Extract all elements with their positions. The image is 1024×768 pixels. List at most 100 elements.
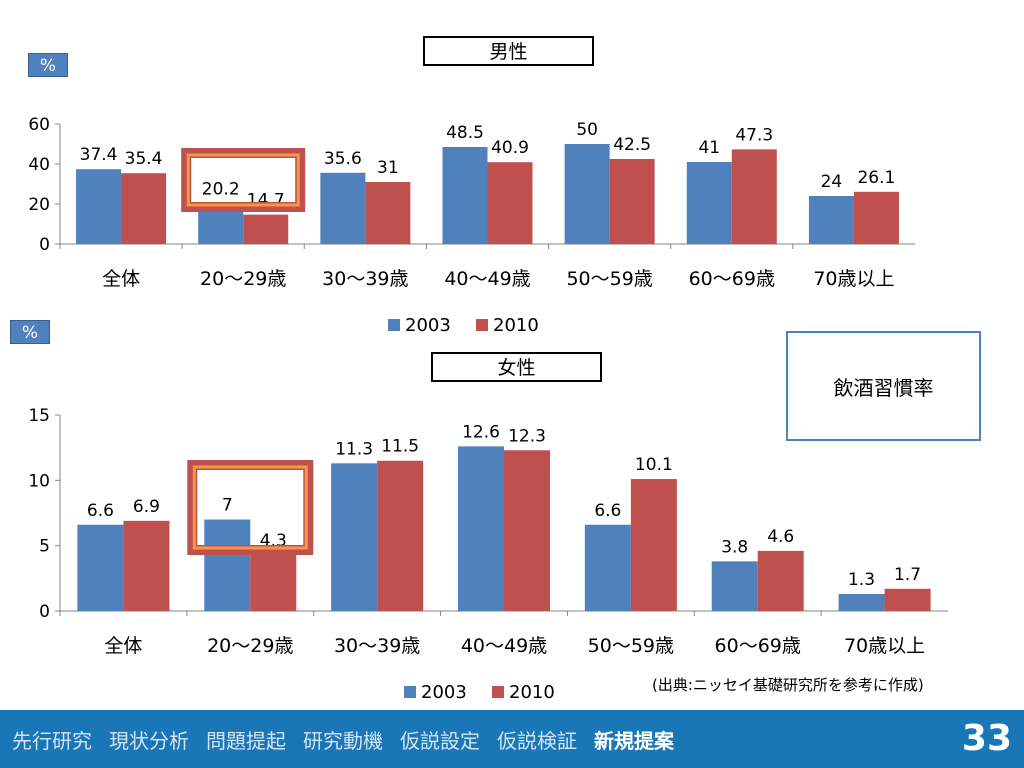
category-label-3: 40～49歳 <box>444 268 530 290</box>
data-label-2003-3: 48.5 <box>446 123 484 143</box>
y-tick-label: 5 <box>39 537 50 557</box>
data-label-2010-2: 31 <box>377 158 399 178</box>
bar-2010-5 <box>731 149 777 244</box>
data-label-2010-6: 1.7 <box>894 565 921 585</box>
bar-2010-2 <box>365 182 411 244</box>
data-label-2010-5: 47.3 <box>735 125 773 145</box>
bar-2010-0 <box>121 173 167 244</box>
category-label-4: 50～59歳 <box>588 635 674 657</box>
data-label-2010-0: 35.4 <box>125 149 163 169</box>
category-label-2: 30～39歳 <box>322 268 408 290</box>
chart-title-male: 男性 <box>423 36 594 66</box>
category-label-1: 20～29歳 <box>207 635 293 657</box>
data-label-2003-6: 1.3 <box>848 570 875 590</box>
data-label-2010-5: 4.6 <box>767 527 794 547</box>
highlight-box-inner <box>186 153 300 207</box>
callout-box: 飲酒習慣率 <box>786 331 981 441</box>
nav-item-3[interactable]: 研究動機 <box>303 728 383 753</box>
bar-2003-0 <box>77 524 124 611</box>
legend-swatch-2003 <box>388 319 400 331</box>
bar-2003-4 <box>564 144 610 244</box>
category-label-6: 70歳以上 <box>813 268 894 290</box>
bar-2010-1 <box>243 214 289 244</box>
category-label-6: 70歳以上 <box>844 635 925 657</box>
data-label-2003-4: 50 <box>576 120 598 140</box>
bar-2003-6 <box>808 196 854 244</box>
legend-swatch-2010 <box>476 319 488 331</box>
bar-2003-3 <box>458 446 504 611</box>
bar-2003-2 <box>331 463 378 611</box>
category-label-2: 30～39歳 <box>334 635 420 657</box>
data-label-2003-5: 3.8 <box>721 537 748 557</box>
category-label-0: 全体 <box>104 635 142 657</box>
data-label-2003-5: 41 <box>698 138 720 158</box>
data-label-2010-0: 6.9 <box>133 497 160 517</box>
nav-item-1[interactable]: 現状分析 <box>109 728 189 753</box>
nav-item-2[interactable]: 問題提起 <box>206 728 286 753</box>
callout-text: 飲酒習慣率 <box>833 375 934 400</box>
data-label-2003-2: 35.6 <box>324 149 362 169</box>
bar-2003-6 <box>838 594 885 611</box>
bar-2003-5 <box>686 162 732 244</box>
data-label-2003-0: 37.4 <box>80 145 118 165</box>
y-tick-label: 20 <box>28 195 50 215</box>
nav-item-4[interactable]: 仮説設定 <box>400 728 480 753</box>
nav-item-5[interactable]: 仮説検証 <box>497 728 577 753</box>
category-label-4: 50～59歳 <box>566 268 652 290</box>
data-label-2003-3: 12.6 <box>462 422 500 442</box>
data-label-2003-2: 11.3 <box>335 439 373 459</box>
source-note: (出典:ニッセイ基礎研究所を参考に作成) <box>652 676 924 694</box>
highlight-box-outer <box>187 460 314 555</box>
bar-2010-2 <box>377 460 424 611</box>
bar-2003-5 <box>711 561 758 611</box>
y-tick-label: 15 <box>28 406 50 426</box>
data-label-2010-6: 26.1 <box>857 168 895 188</box>
bar-2010-3 <box>487 162 533 244</box>
y-tick-label: 10 <box>28 471 50 491</box>
y-tick-label: 0 <box>39 235 50 255</box>
page-number: 33 <box>961 718 1012 759</box>
data-label-2003-0: 6.6 <box>87 501 114 521</box>
legend-label-2010: 2010 <box>493 315 539 336</box>
bar-2010-6 <box>853 191 899 244</box>
category-label-5: 60～69歳 <box>715 635 801 657</box>
bar-2003-4 <box>584 524 631 611</box>
highlight-box-inner <box>192 465 308 550</box>
y-tick-label: 60 <box>28 115 50 135</box>
category-label-0: 全体 <box>102 268 140 290</box>
bar-2010-3 <box>504 450 550 611</box>
unit-badge-male: % <box>28 53 68 77</box>
bar-2010-4 <box>609 159 655 244</box>
y-tick-label: 0 <box>39 602 50 622</box>
bar-2010-5 <box>757 550 804 611</box>
nav-item-6[interactable]: 新規提案 <box>594 728 674 753</box>
data-label-2010-4: 10.1 <box>635 455 673 475</box>
category-label-5: 60～69歳 <box>689 268 775 290</box>
nav-item-0[interactable]: 先行研究 <box>12 728 92 753</box>
data-label-2003-1: 20.2 <box>202 180 240 200</box>
category-label-3: 40～49歳 <box>461 635 547 657</box>
data-label-2010-3: 40.9 <box>491 138 529 158</box>
bar-2003-3 <box>442 147 488 244</box>
unit-badge-female: % <box>10 320 50 344</box>
highlight-box-outer <box>181 148 306 212</box>
data-label-2003-4: 6.6 <box>594 501 621 521</box>
data-label-2010-2: 11.5 <box>381 437 419 457</box>
data-label-2010-4: 42.5 <box>613 135 651 155</box>
bar-2010-6 <box>884 588 931 611</box>
bar-2010-0 <box>123 520 170 611</box>
footer-nav: 先行研究 現状分析 問題提起 研究動機 仮説設定 仮説検証 新規提案 <box>12 725 691 754</box>
legend-swatch-2010 <box>492 686 504 698</box>
bar-2010-1 <box>250 554 297 611</box>
bar-2003-0 <box>76 169 122 244</box>
category-label-1: 20～29歳 <box>200 268 286 290</box>
bar-2003-2 <box>320 172 366 244</box>
data-label-2003-6: 24 <box>821 172 843 192</box>
legend-label-2003: 2003 <box>421 682 467 703</box>
bar-2010-4 <box>630 479 677 611</box>
y-tick-label: 40 <box>28 155 50 175</box>
chart-title-female: 女性 <box>431 352 602 382</box>
data-label-2010-3: 12.3 <box>508 426 546 446</box>
